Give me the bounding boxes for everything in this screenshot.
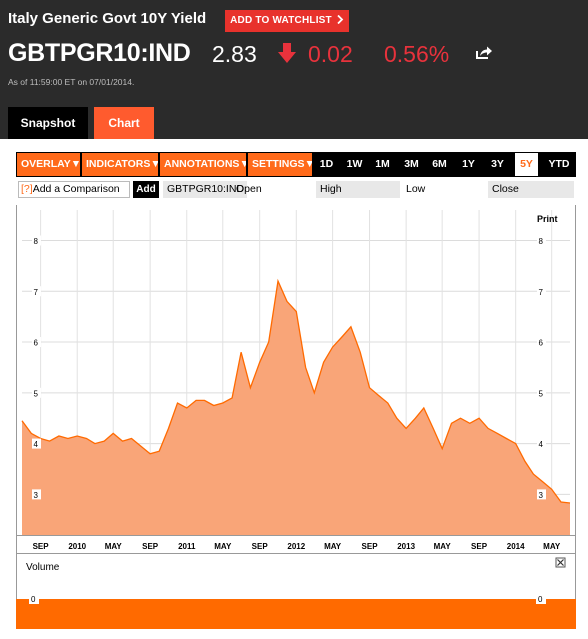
range-1d-button[interactable]: 1D [315,153,338,176]
ticker-symbol: GBTPGR10:IND [8,39,191,67]
settings-label: SETTINGS [252,158,305,170]
x-tick-label: SEP [252,542,269,551]
volume-label: Volume [26,562,60,573]
chart-toolbar: OVERLAY▼ INDICATORS▼ ANNOTATIONS▼ SETTIN… [16,152,576,177]
y-tick-label-right: 6 [539,339,544,348]
share-icon[interactable] [475,45,493,60]
y-tick-label-right-bg [537,286,546,297]
range-3y-button[interactable]: 3Y [486,153,509,176]
x-tick-label: SEP [33,542,50,551]
volume-zero-right: 0 [536,593,546,604]
x-tick-label: 2012 [287,542,305,551]
range-5y-button[interactable]: 5Y [515,153,538,176]
y-tick-label-right-bg [537,489,546,500]
quote-header: Italy Generic Govt 10Y Yield ADD TO WATC… [0,0,588,139]
field-low: Low [406,183,426,195]
help-link[interactable]: [?] [21,183,33,195]
y-tick-label-left: 3 [34,491,39,500]
price-value: 2.83 [212,41,257,67]
y-tick-label-left-bg [32,337,41,348]
y-tick-label-left-bg [32,235,41,246]
y-tick-label-right-bg [537,337,546,348]
y-tick-label-right: 4 [539,440,544,449]
range-1y-button[interactable]: 1Y [457,153,480,176]
range-1w-button[interactable]: 1W [343,153,366,176]
add-to-watchlist-button[interactable]: ADD TO WATCHLIST [225,10,349,32]
y-tick-label-right-bg [537,387,546,398]
y-tick-label-left-bg [32,438,41,449]
indicators-menu[interactable]: INDICATORS▼ [82,153,158,176]
y-tick-label-left-bg [32,286,41,297]
range-1m-button[interactable]: 1M [371,153,394,176]
overlay-menu[interactable]: OVERLAY▼ [17,153,80,176]
y-tick-label-right: 5 [539,389,544,398]
y-tick-label-left-bg [32,387,41,398]
volume-bar [16,599,576,629]
y-tick-label-right-bg [537,438,546,449]
x-tick-label: 2014 [507,542,525,551]
compare-row: [?]Add a Comparison Add GBTPGR10:IND Ope… [16,180,576,199]
as-of-timestamp: As of 11:59:00 ET on 07/01/2014. [8,77,135,87]
y-tick-label-left: 6 [34,339,39,348]
x-tick-label: 2013 [397,542,415,551]
y-tick-label-right: 3 [539,491,544,500]
x-tick-label: 2011 [178,542,196,551]
volume-zero-left: 0 [29,593,39,604]
range-6m-button[interactable]: 6M [428,153,451,176]
x-tick-label: SEP [142,542,159,551]
add-comparison-button[interactable]: Add [133,181,159,198]
tab-snapshot[interactable]: Snapshot [8,107,88,139]
indicators-label: INDICATORS [86,158,151,170]
x-tick-label: MAY [214,542,232,551]
x-tick-label: SEP [471,542,488,551]
x-tick-label: SEP [362,542,379,551]
field-high: High [316,181,400,198]
symbol-chip: GBTPGR10:IND [163,181,247,198]
annotations-menu[interactable]: ANNOTATIONS▼ [160,153,246,176]
compare-input[interactable]: [?]Add a Comparison [18,181,130,198]
svg-text:0: 0 [31,595,36,604]
settings-menu[interactable]: SETTINGS▼ [248,153,312,176]
y-tick-label-right: 8 [539,237,544,246]
yield-line [21,278,571,504]
range-3m-button[interactable]: 3M [400,153,423,176]
field-close: Close [488,181,574,198]
y-tick-label-left: 8 [34,237,39,246]
x-tick-label: MAY [324,542,342,551]
x-tick-label: MAY [543,542,561,551]
y-tick-label-left: 4 [34,440,39,449]
chevron-right-icon [337,14,344,25]
y-tick-label-right: 7 [539,288,544,297]
x-tick-label: MAY [434,542,452,551]
x-tick-label: 2010 [68,542,86,551]
x-tick-label: MAY [105,542,123,551]
percent-change: 0.56% [384,41,450,67]
compare-placeholder: Add a Comparison [32,183,120,195]
watchlist-label: ADD TO WATCHLIST [230,15,332,26]
annotations-label: ANNOTATIONS [164,158,240,170]
y-tick-label-left: 7 [34,288,39,297]
yield-area [22,281,570,535]
arrow-down-icon [278,43,296,63]
close-volume-icon[interactable] [555,557,566,568]
print-link[interactable]: Print [537,214,558,224]
overlay-label: OVERLAY [21,158,71,170]
y-axis-labels: 3 3 4 4 5 5 6 6 7 7 8 8 [32,235,546,500]
y-tick-label-left: 5 [34,389,39,398]
price-change: 0.02 [308,41,353,67]
range-ytd-button[interactable]: YTD [544,153,574,176]
y-tick-label-right-bg [537,235,546,246]
field-open: Open [236,183,262,195]
x-axis-labels: SEP 2010 MAY SEP 2011 MAY SEP 2012 MAY SEP 2013 MAY… [33,542,561,551]
price-chart[interactable]: 3 3 4 4 5 5 6 6 7 7 8 8 SEP 2010 MAY SEP 2011 MAY SEP 2012… [16,205,576,629]
page-title: Italy Generic Govt 10Y Yield [8,10,207,27]
tab-chart[interactable]: Chart [94,107,154,139]
y-tick-label-left-bg [32,489,41,500]
svg-text:0: 0 [538,595,543,604]
